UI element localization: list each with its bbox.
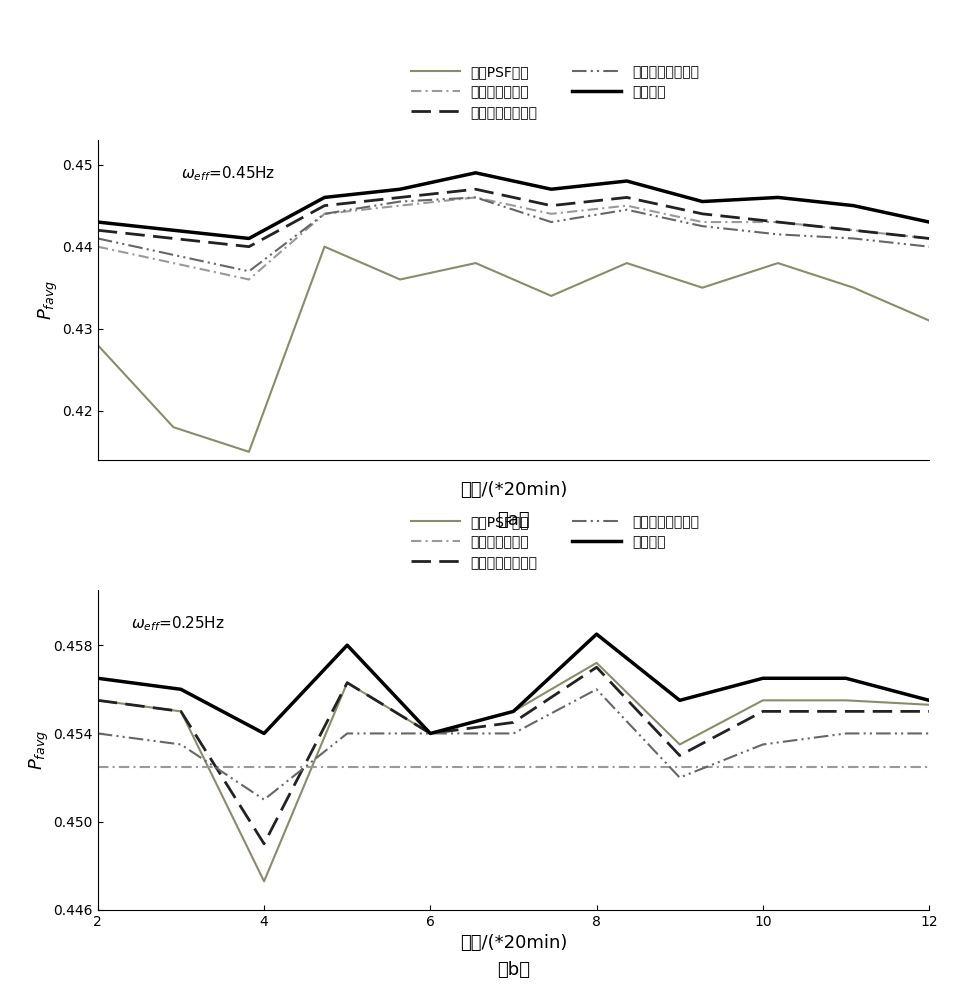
Legend: 传统PSF方法, 自适应转矩控制, 收缩跟踪区间方法, 跟踪区间优化方法, 本文方法: 传统PSF方法, 自适应转矩控制, 收缩跟踪区间方法, 跟踪区间优化方法, 本文… xyxy=(404,508,705,577)
Text: （b）: （b） xyxy=(496,961,530,979)
Text: $\omega_{eff}$=0.45Hz: $\omega_{eff}$=0.45Hz xyxy=(181,164,275,183)
Legend: 传统PSF方法, 自适应转矩控制, 收缩跟踪区间方法, 跟踪区间优化方法, 本文方法: 传统PSF方法, 自适应转矩控制, 收缩跟踪区间方法, 跟踪区间优化方法, 本文… xyxy=(404,58,705,127)
Text: $\omega_{eff}$=0.25Hz: $\omega_{eff}$=0.25Hz xyxy=(131,614,224,633)
Text: 时段/(*20min): 时段/(*20min) xyxy=(459,481,567,499)
X-axis label: 时段/(*20min): 时段/(*20min) xyxy=(459,934,567,952)
Y-axis label: $P_{favg}$: $P_{favg}$ xyxy=(36,280,60,320)
Y-axis label: $P_{favg}$: $P_{favg}$ xyxy=(27,730,51,770)
Text: （a）: （a） xyxy=(496,511,530,529)
